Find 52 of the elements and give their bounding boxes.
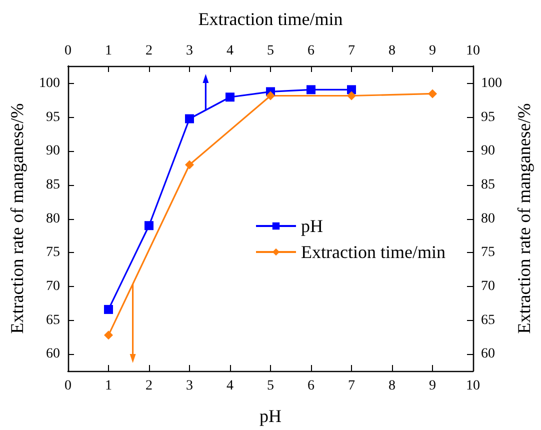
x-tick-label: 9 xyxy=(429,378,436,394)
x2-tick-label: 2 xyxy=(146,44,152,58)
x-tick-label: 7 xyxy=(348,378,355,394)
y-tick-label: 60 xyxy=(46,346,60,362)
x-tick-label: 2 xyxy=(146,378,152,394)
x2-tick-label: 1 xyxy=(105,44,112,58)
x-axis-title: pH xyxy=(260,406,282,426)
x2-tick-label: 8 xyxy=(388,44,396,58)
y-tick-label: 70 xyxy=(46,278,60,294)
x2-tick-label: 0 xyxy=(64,44,72,58)
x2-tick-label: 7 xyxy=(348,44,355,58)
y2-tick-label: 100 xyxy=(481,76,502,92)
y-tick-label: 85 xyxy=(46,178,60,193)
x2-tick-label: 3 xyxy=(186,44,193,58)
x2-tick-label: 4 xyxy=(226,44,234,58)
y2-tick-label: 80 xyxy=(481,211,495,226)
point xyxy=(306,85,316,94)
y2-tick-label: 65 xyxy=(481,312,495,328)
point xyxy=(347,85,356,94)
x-tick-label: 6 xyxy=(308,378,314,394)
y-tick-label: 75 xyxy=(46,245,60,260)
x-tick-label: 3 xyxy=(186,378,193,394)
x2-tick-label: 5 xyxy=(267,44,274,58)
x-tick-label: 10 xyxy=(466,378,480,394)
y-axis-title: Extraction rate of manganese/% xyxy=(7,103,27,334)
y2-tick-label: 95 xyxy=(481,110,495,125)
x2-tick-label: 9 xyxy=(429,44,436,58)
x-tick-label: 4 xyxy=(226,378,234,394)
y2-tick-label: 70 xyxy=(481,278,495,294)
point xyxy=(144,221,154,230)
y-tick-label: 80 xyxy=(46,211,60,226)
point xyxy=(185,114,194,124)
x-tick-label: 0 xyxy=(64,378,72,394)
y2-tick-label: 90 xyxy=(481,144,495,159)
x-tick-label: 1 xyxy=(105,378,112,394)
y-tick-label: 95 xyxy=(46,110,60,125)
point xyxy=(226,92,234,102)
y-tick-label: 90 xyxy=(46,144,60,159)
x2-tick-label: 10 xyxy=(466,44,480,58)
y-tick-label: 65 xyxy=(46,312,60,328)
point xyxy=(104,304,113,314)
x2-axis-title: Extraction time/min xyxy=(198,9,343,29)
y2-axis-title: Extraction rate of manganese/% xyxy=(514,103,534,334)
x-tick-label: 5 xyxy=(267,378,274,394)
y2-tick-label: 75 xyxy=(481,245,495,260)
x2-tick-label: 6 xyxy=(308,44,314,58)
legend-label: Extraction time/min xyxy=(301,242,446,262)
y-tick-label: 100 xyxy=(39,76,60,92)
y2-tick-label: 60 xyxy=(481,346,495,362)
y2-tick-label: 85 xyxy=(481,178,495,193)
x-tick-label: 8 xyxy=(388,378,396,394)
legend-label: pH xyxy=(301,216,323,236)
